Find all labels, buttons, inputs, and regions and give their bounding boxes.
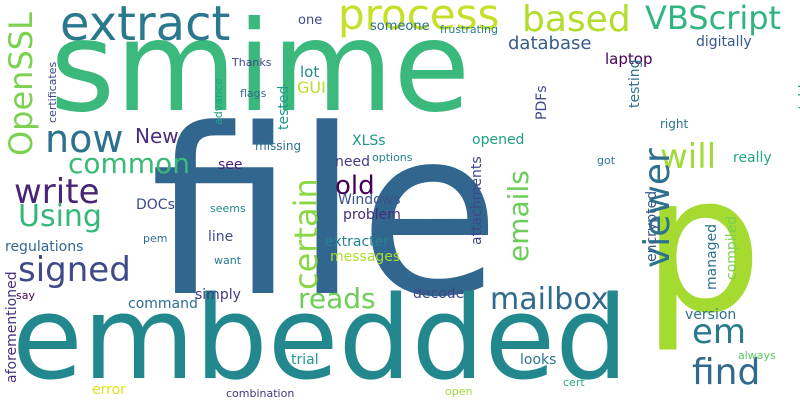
word-attachments: attachments <box>470 156 484 245</box>
word-trial: trial <box>291 353 319 367</box>
word-error: error <box>92 383 126 397</box>
word-compiled: compiled <box>725 216 739 280</box>
word-simply: simply <box>195 288 241 302</box>
word-see: see <box>218 158 243 172</box>
word-say: say <box>16 290 35 301</box>
word-windows: Windows <box>338 193 401 207</box>
word-gui: GUI <box>297 80 326 96</box>
word-one: one <box>298 14 322 27</box>
word-line: line <box>208 230 233 244</box>
word-someone: someone <box>370 20 430 33</box>
word-certificates: certificates <box>47 62 58 123</box>
word-seems: seems <box>210 203 246 214</box>
word-thanks: Thanks <box>232 57 272 68</box>
word-opened: opened <box>472 133 524 147</box>
word-managed: managed <box>705 224 719 290</box>
word-extract: extract <box>60 0 230 48</box>
word-testing: testing <box>628 59 642 108</box>
word-version: version <box>685 308 736 322</box>
word-reads: reads <box>298 285 376 313</box>
word-always: always <box>738 350 776 361</box>
word-encrypted: encrypted <box>645 191 659 262</box>
word-command: command <box>128 297 198 311</box>
word-signed: signed <box>18 253 131 287</box>
word-right: right <box>660 118 688 130</box>
word-openssl: OpenSSL <box>5 12 37 156</box>
word-certain: certain <box>290 178 322 290</box>
word-tested: tested <box>277 86 291 130</box>
word-really: really <box>733 151 772 165</box>
word-frustrating: frustrating <box>440 24 498 35</box>
word-regulations: regulations <box>5 240 83 254</box>
word-combination: combination <box>226 388 294 399</box>
word-new: New <box>135 126 179 146</box>
word-problem: problem <box>343 208 401 222</box>
word-docs: DOCs <box>136 198 175 212</box>
word-flags: flags <box>240 88 266 99</box>
word-pdfs: PDFs <box>535 85 549 120</box>
word-want: want <box>214 255 241 266</box>
word-extracter: extracter <box>325 235 389 249</box>
word-need: need <box>335 155 370 169</box>
word-using: Using <box>18 202 102 232</box>
word-digitally: digitally <box>696 35 752 49</box>
word-missing: missing <box>255 140 301 152</box>
word-vbscript: VBScript <box>645 2 781 34</box>
word-xlss: XLSs <box>352 134 386 148</box>
word-advance: advance <box>213 78 224 125</box>
word-looks: looks <box>520 353 556 367</box>
word-options: options <box>372 152 413 163</box>
word-database: database <box>508 35 591 53</box>
word-cert: cert <box>563 377 585 388</box>
word-got: got <box>597 155 615 166</box>
word-decode: decode <box>413 287 464 301</box>
word-mailbox: mailbox <box>490 285 609 315</box>
word-open: open <box>445 386 472 397</box>
word-messages: messages <box>330 250 400 264</box>
word-emails: emails <box>505 170 533 262</box>
word-pem: pem <box>143 233 167 244</box>
